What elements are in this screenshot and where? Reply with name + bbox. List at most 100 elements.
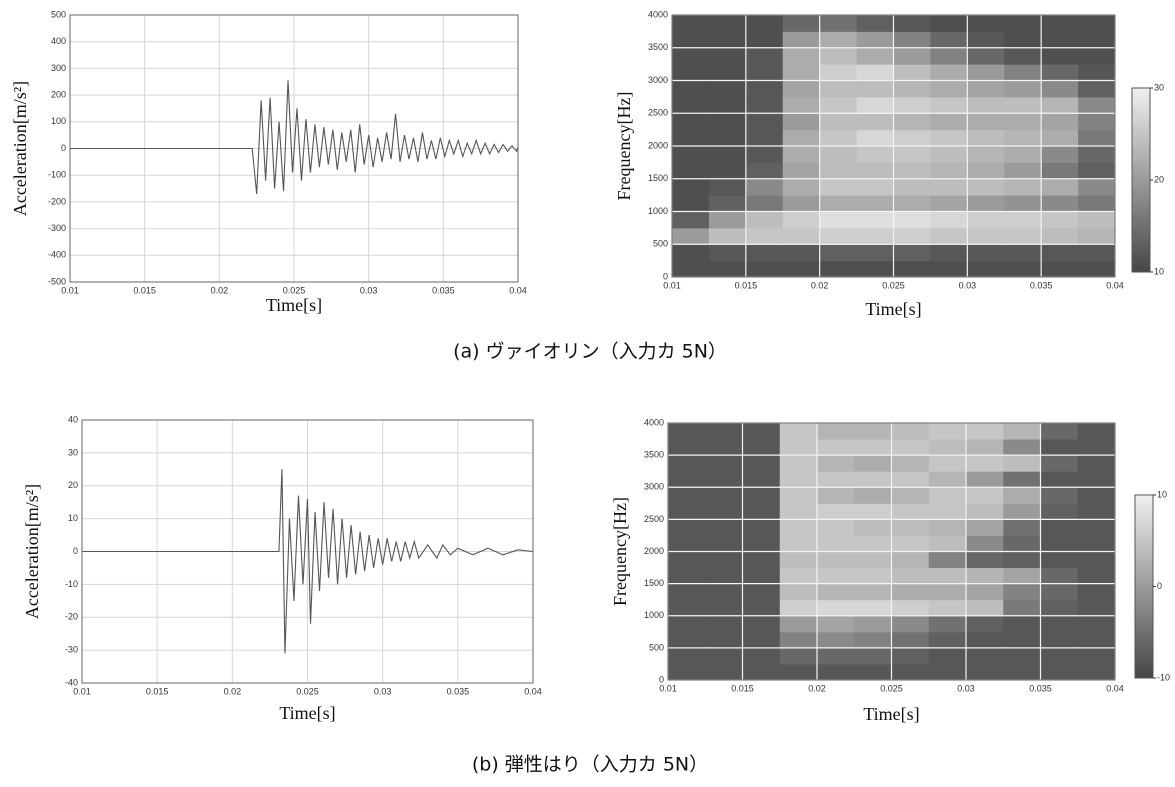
x-tick-label: 0.03	[959, 280, 977, 290]
heat-cell	[668, 455, 706, 472]
heat-cell	[1003, 663, 1041, 681]
heat-cell	[856, 31, 894, 49]
heat-cell	[817, 455, 855, 472]
heat-cell	[742, 599, 781, 617]
heat-cell	[891, 423, 930, 440]
heat-cell	[856, 211, 894, 229]
heat-cell	[1078, 113, 1116, 131]
heat-cell	[745, 129, 784, 147]
heat-cell	[966, 567, 1004, 585]
x-tick-label: 0.01	[659, 683, 677, 693]
heat-cell	[668, 551, 706, 569]
x-tick-label: 0.02	[811, 280, 829, 290]
heat-cell	[742, 647, 781, 665]
heat-cell	[1004, 195, 1042, 212]
heat-cell	[1077, 423, 1116, 440]
heat-cell	[705, 423, 743, 440]
y-tick-label: -30	[65, 645, 78, 655]
heat-cell	[1078, 227, 1116, 245]
heat-cell	[705, 487, 743, 504]
heat-cell	[1041, 113, 1079, 131]
heat-cell	[930, 64, 968, 81]
heat-cell	[1078, 129, 1116, 147]
x-tick-label: 0.015	[133, 285, 156, 295]
heat-cell	[742, 551, 781, 569]
heat-cell	[817, 567, 855, 585]
heat-cell	[779, 615, 818, 633]
x-axis-label: Time[s]	[279, 703, 335, 723]
x-tick-label: 0.035	[1029, 683, 1052, 693]
signal-line	[82, 469, 534, 654]
x-tick-label: 0.02	[808, 683, 826, 693]
heat-cell	[819, 227, 858, 245]
heat-cell	[1004, 31, 1042, 49]
heat-cell	[817, 423, 855, 440]
heat-cell	[1040, 471, 1079, 488]
heat-cell	[779, 631, 818, 649]
x-tick-label: 0.01	[73, 686, 91, 696]
y-tick-label: 4000	[644, 417, 664, 427]
heat-cell	[672, 195, 710, 212]
heat-cell	[930, 80, 968, 98]
heat-cell	[967, 244, 1005, 262]
heat-cell	[668, 423, 706, 440]
heat-cell	[708, 227, 747, 245]
heat-cell	[891, 519, 930, 536]
heat-cell	[930, 31, 968, 49]
heat-cell	[668, 503, 706, 520]
y-tick-label: -500	[48, 276, 66, 286]
heat-cell	[928, 471, 967, 488]
heat-cell	[854, 503, 892, 520]
heat-cell	[779, 535, 818, 552]
heat-cell	[1041, 260, 1079, 278]
heat-cell	[930, 178, 968, 196]
heat-cell	[668, 519, 706, 536]
caption: (a) ヴァイオリン（入力カ 5N）	[453, 341, 727, 363]
heat-cell	[928, 647, 967, 665]
heat-cell	[819, 15, 858, 32]
heat-cell	[668, 663, 706, 681]
heat-cell	[779, 439, 818, 456]
heat-cell	[928, 535, 967, 552]
x-tick-label: 0.04	[509, 285, 527, 295]
heat-cell	[1078, 260, 1116, 278]
heat-cell	[672, 96, 710, 114]
heat-cell	[966, 535, 1004, 552]
x-tick-label: 0.035	[447, 686, 470, 696]
y-tick-label: 4000	[648, 9, 668, 19]
heat-cell	[930, 113, 968, 131]
heat-cell	[672, 31, 710, 49]
heat-cell	[745, 96, 784, 114]
heat-cell	[779, 487, 818, 504]
heat-cell	[893, 47, 931, 65]
heat-cell	[967, 227, 1005, 245]
heat-cell	[1003, 487, 1041, 504]
x-tick-label: 0.025	[882, 280, 905, 290]
x-tick-label: 0.035	[432, 285, 455, 295]
x-tick-label: 0.025	[880, 683, 903, 693]
heat-cell	[854, 487, 892, 504]
heat-cell	[742, 567, 781, 585]
plot-frame	[69, 14, 519, 283]
heat-cell	[782, 15, 821, 32]
heat-cell	[966, 439, 1004, 456]
heat-cell	[782, 31, 821, 49]
heat-cell	[854, 423, 892, 440]
heat-cell	[966, 551, 1004, 569]
heat-cell	[672, 47, 710, 65]
x-tick-label: 0.015	[731, 683, 754, 693]
heat-cell	[782, 162, 821, 180]
heat-cell	[779, 647, 818, 665]
heat-cell	[967, 260, 1005, 278]
heat-cell	[1040, 487, 1079, 504]
heat-cell	[966, 615, 1004, 633]
y-tick-label: -20	[65, 612, 78, 622]
heat-cell	[1003, 535, 1041, 552]
y-tick-label: 500	[51, 9, 66, 19]
heat-cell	[891, 439, 930, 456]
heat-cell	[893, 146, 931, 163]
heat-cell	[742, 439, 781, 456]
heat-cell	[745, 244, 784, 262]
y-tick-label: -200	[48, 196, 66, 206]
y-tick-label: 3000	[644, 482, 664, 492]
